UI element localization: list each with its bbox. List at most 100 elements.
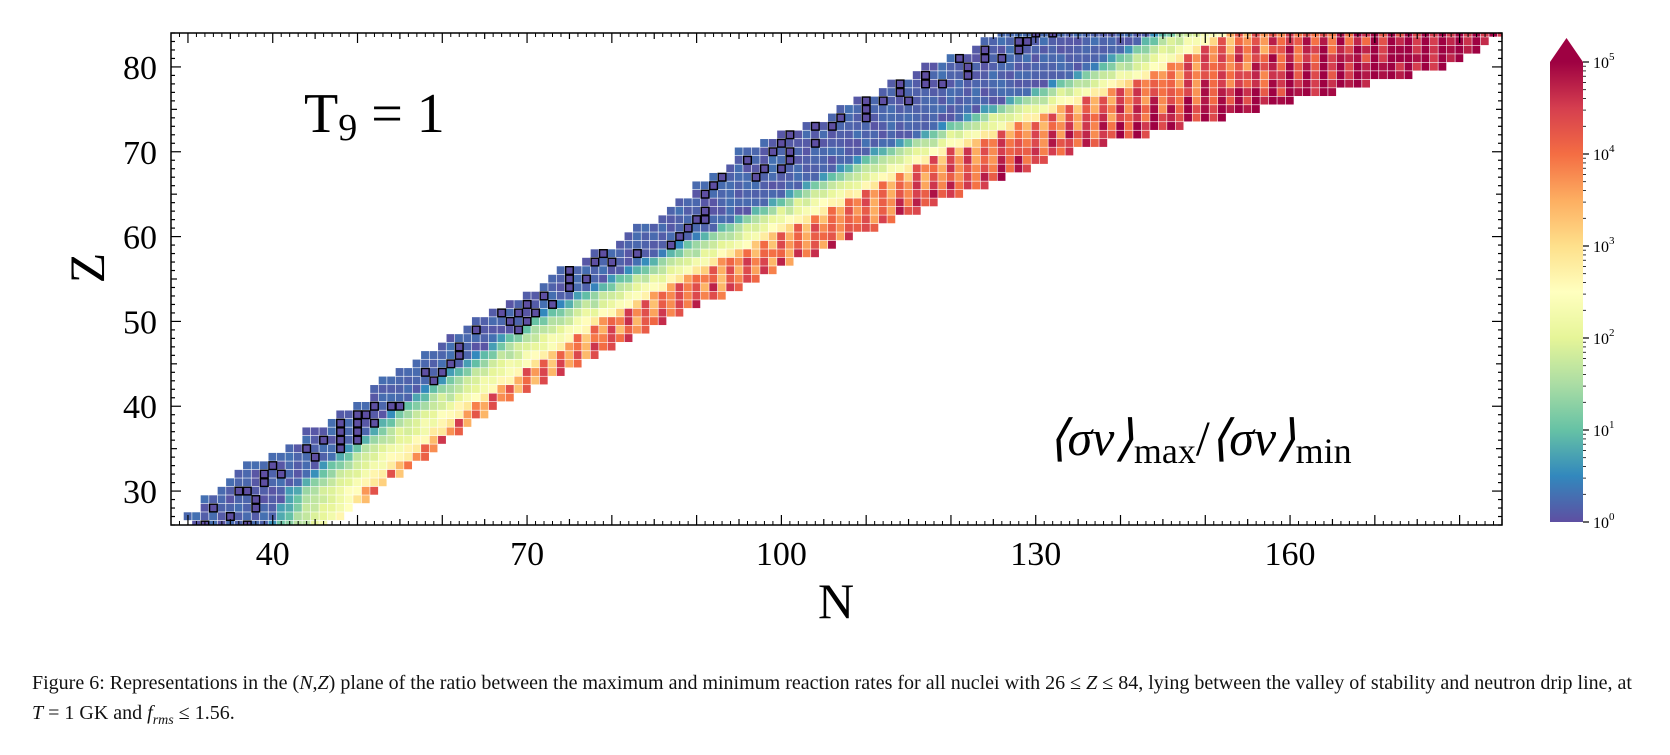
heatmap-cell: [404, 452, 413, 461]
heatmap-cell: [700, 274, 709, 283]
heatmap-cell: [904, 156, 913, 164]
stable-nucleus-marker: [251, 495, 261, 505]
heatmap-cell: [675, 283, 684, 292]
heatmap-cell: [760, 156, 769, 164]
heatmap-cell: [726, 283, 735, 292]
heatmap-cell: [751, 164, 760, 173]
heatmap-cell: [938, 113, 947, 122]
heatmap-cell: [1023, 164, 1031, 173]
heatmap-cell: [1158, 79, 1167, 88]
heatmap-cell: [794, 206, 802, 215]
heatmap-cell: [1065, 79, 1074, 88]
heatmap-cell: [421, 410, 429, 419]
heatmap-cell: [548, 342, 557, 351]
heatmap-cell: [692, 249, 701, 258]
heatmap-cell: [785, 139, 794, 147]
heatmap-cell: [819, 206, 828, 215]
stable-nucleus-marker: [861, 104, 871, 114]
heatmap-cell: [1150, 113, 1159, 122]
heatmap-cell: [938, 172, 947, 181]
heatmap-cell: [963, 147, 972, 156]
heatmap-cell: [327, 444, 336, 453]
heatmap-cell: [895, 96, 904, 105]
heatmap-cell: [1277, 62, 1286, 71]
heatmap-cell: [1192, 62, 1201, 71]
heatmap-cell: [480, 317, 489, 326]
heatmap-cell: [887, 122, 896, 130]
heatmap-cell: [878, 139, 887, 147]
heatmap-cell: [395, 469, 404, 478]
stable-nucleus-marker: [878, 96, 888, 106]
heatmap-cell: [921, 96, 930, 105]
heatmap-cell: [1124, 37, 1133, 46]
stable-nucleus-marker: [259, 478, 269, 488]
heatmap-cell: [878, 156, 887, 164]
heatmap-cell: [310, 512, 319, 521]
heatmap-cell: [641, 283, 650, 292]
heatmap-cell: [633, 317, 641, 326]
stable-nucleus-marker: [692, 215, 702, 225]
heatmap-cell: [285, 495, 294, 504]
heatmap-cell: [955, 96, 964, 105]
heatmap-cell: [590, 308, 599, 317]
heatmap-cell: [344, 478, 353, 487]
heatmap-cell: [1065, 37, 1074, 46]
heatmap-cell: [319, 503, 328, 512]
heatmap-cell: [1251, 105, 1260, 113]
heatmap-cell: [828, 189, 836, 198]
heatmap-cell: [963, 88, 972, 97]
heatmap-cell: [1251, 88, 1260, 97]
stable-nucleus-marker: [709, 181, 719, 191]
heatmap-cell: [717, 266, 726, 275]
heatmap-cell: [590, 283, 599, 292]
heatmap-cell: [209, 495, 218, 504]
heatmap-cell: [819, 240, 828, 249]
heatmap-cell: [200, 503, 209, 512]
heatmap-cell: [734, 249, 743, 258]
stable-nucleus-marker: [836, 113, 846, 123]
stable-nucleus-marker: [319, 435, 329, 445]
heatmap-cell: [895, 105, 904, 113]
heatmap-cell: [861, 215, 870, 224]
heatmap-cell: [1243, 79, 1252, 88]
stable-nucleus-marker: [590, 257, 600, 267]
heatmap-cell: [666, 274, 675, 283]
heatmap-cell: [853, 147, 862, 156]
stable-nucleus-marker: [454, 342, 464, 352]
heatmap-cell: [1158, 105, 1167, 113]
heatmap-cell: [836, 164, 845, 173]
heatmap-cell: [836, 181, 845, 190]
heatmap-cell: [870, 206, 879, 215]
heatmap-cell: [997, 139, 1006, 147]
heatmap-cell: [785, 215, 794, 224]
x-tick-label: 160: [1265, 536, 1316, 573]
heatmap-cell: [616, 334, 624, 343]
heatmap-cell: [1073, 130, 1082, 139]
heatmap-cell: [1429, 62, 1438, 71]
heatmap-cell: [929, 88, 938, 97]
heatmap-cell: [319, 427, 328, 436]
heatmap-cell: [641, 223, 650, 232]
heatmap-cell: [641, 249, 650, 258]
heatmap-cell: [929, 156, 938, 164]
heatmap-cell: [683, 257, 692, 266]
heatmap-cell: [649, 291, 658, 300]
heatmap-cell: [1328, 62, 1337, 71]
heatmap-cell: [921, 62, 930, 71]
heatmap-cell: [980, 164, 989, 173]
heatmap-cell: [1184, 113, 1192, 122]
heatmap-cell: [1099, 105, 1108, 113]
heatmap-cell: [785, 249, 794, 258]
heatmap-cell: [582, 257, 591, 266]
heatmap-cell: [1387, 71, 1396, 80]
stable-nucleus-marker: [700, 215, 710, 225]
heatmap-cell: [955, 147, 964, 156]
heatmap-cell: [743, 198, 752, 207]
heatmap-cell: [1268, 54, 1277, 63]
heatmap-cell: [421, 444, 429, 453]
heatmap-cell: [1073, 139, 1082, 147]
heatmap-cell: [1141, 130, 1150, 139]
heatmap-cell: [268, 452, 277, 461]
heatmap-cell: [972, 96, 981, 105]
heatmap-cell: [751, 206, 760, 215]
